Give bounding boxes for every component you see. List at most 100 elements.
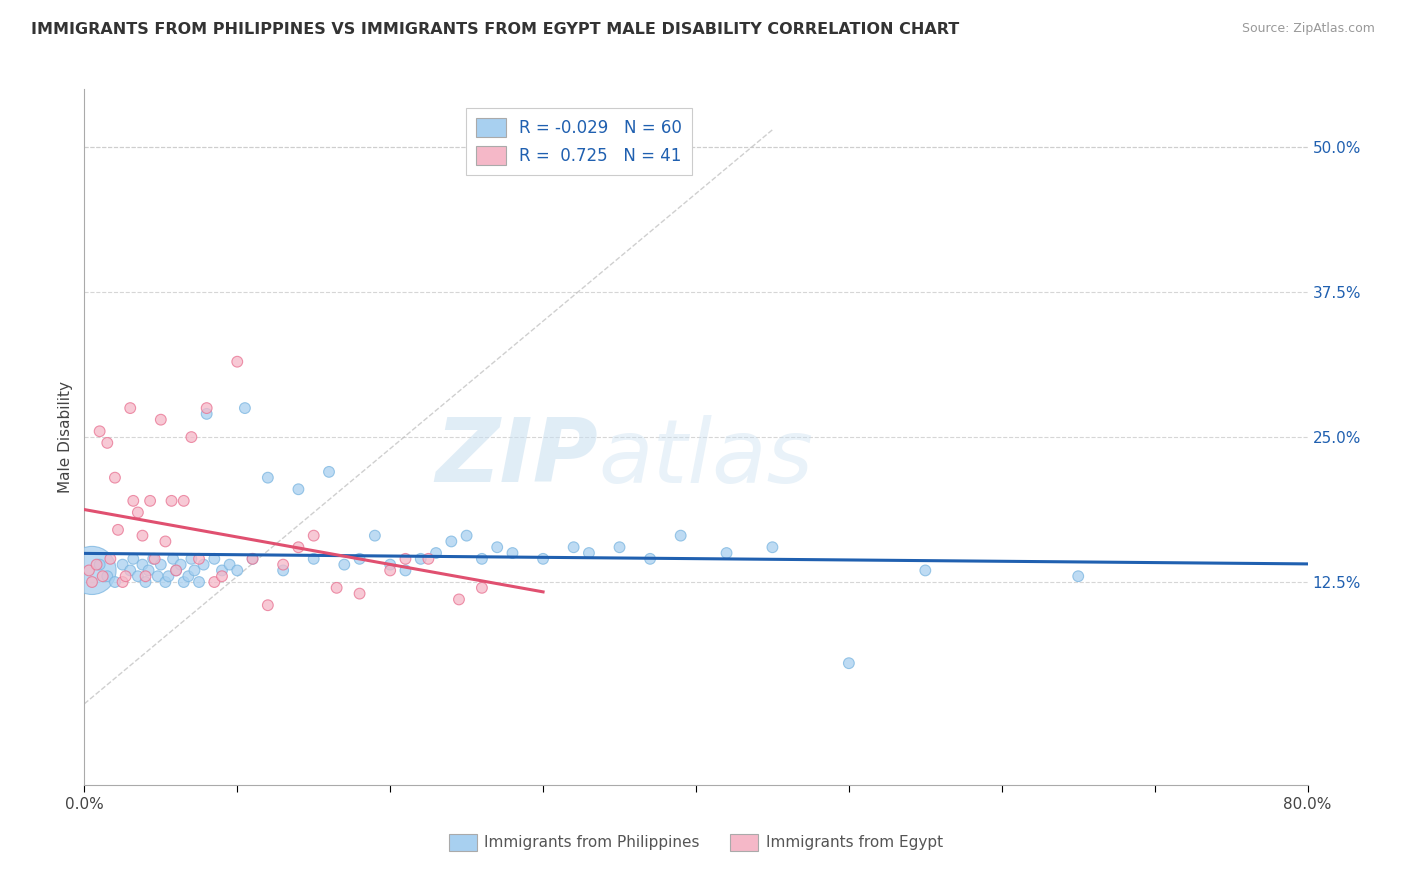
Point: [318, 465, 340, 479]
Point: [142, 551, 165, 566]
Point: [104, 470, 127, 484]
Point: [394, 551, 416, 566]
Point: [425, 546, 447, 560]
Point: [165, 564, 187, 578]
Point: [122, 551, 145, 566]
Point: [193, 558, 215, 572]
Point: [349, 551, 371, 566]
Point: [242, 551, 264, 566]
Point: [302, 551, 325, 566]
Point: [195, 407, 218, 421]
Point: [211, 564, 233, 578]
Point: [578, 546, 600, 560]
Point: [131, 558, 153, 572]
Point: [562, 540, 585, 554]
Point: [86, 558, 108, 572]
Point: [325, 581, 347, 595]
Point: [127, 505, 149, 519]
Point: [218, 558, 240, 572]
Point: [188, 574, 211, 589]
Point: [202, 551, 225, 566]
Point: [271, 558, 294, 572]
Point: [135, 574, 157, 589]
Point: [456, 528, 478, 542]
Point: [394, 564, 416, 578]
Point: [471, 551, 494, 566]
Point: [349, 587, 371, 601]
Point: [211, 569, 233, 583]
Point: [609, 540, 631, 554]
Y-axis label: Male Disability: Male Disability: [58, 381, 73, 493]
Point: [380, 564, 402, 578]
Point: [447, 592, 470, 607]
Point: [471, 581, 494, 595]
Point: [98, 551, 121, 566]
Point: [177, 569, 200, 583]
Point: [111, 558, 134, 572]
Point: [302, 528, 325, 542]
Point: [257, 470, 280, 484]
Point: [96, 435, 118, 450]
Point: [364, 528, 387, 542]
Point: [165, 564, 187, 578]
Point: [242, 551, 264, 566]
Point: [80, 564, 103, 578]
Point: [127, 569, 149, 583]
Point: [89, 425, 111, 439]
Point: [91, 569, 114, 583]
Point: [418, 551, 440, 566]
Point: [120, 564, 142, 578]
Point: [838, 657, 860, 671]
Point: [77, 564, 100, 578]
Point: [271, 564, 294, 578]
Point: [287, 540, 309, 554]
Point: [160, 493, 183, 508]
Legend: Immigrants from Philippines, Immigrants from Egypt: Immigrants from Philippines, Immigrants …: [443, 828, 949, 857]
Point: [195, 401, 218, 416]
Point: [122, 493, 145, 508]
Point: [440, 534, 463, 549]
Point: [1067, 569, 1090, 583]
Point: [233, 401, 256, 416]
Point: [155, 574, 177, 589]
Point: [188, 551, 211, 566]
Point: [155, 534, 177, 549]
Point: [409, 551, 432, 566]
Point: [107, 523, 129, 537]
Point: [149, 412, 172, 427]
Point: [333, 558, 356, 572]
Text: IMMIGRANTS FROM PHILIPPINES VS IMMIGRANTS FROM EGYPT MALE DISABILITY CORRELATION: IMMIGRANTS FROM PHILIPPINES VS IMMIGRANT…: [31, 22, 959, 37]
Point: [173, 493, 195, 508]
Point: [131, 528, 153, 542]
Point: [170, 558, 193, 572]
Point: [114, 569, 136, 583]
Point: [180, 430, 202, 444]
Point: [173, 574, 195, 589]
Point: [716, 546, 738, 560]
Point: [226, 564, 249, 578]
Point: [162, 551, 184, 566]
Text: Source: ZipAtlas.com: Source: ZipAtlas.com: [1241, 22, 1375, 36]
Point: [502, 546, 524, 560]
Point: [257, 598, 280, 612]
Point: [287, 482, 309, 496]
Point: [531, 551, 554, 566]
Point: [380, 558, 402, 572]
Text: atlas: atlas: [598, 415, 813, 501]
Point: [135, 569, 157, 583]
Point: [120, 401, 142, 416]
Point: [761, 540, 783, 554]
Point: [202, 574, 225, 589]
Point: [486, 540, 509, 554]
Point: [139, 493, 162, 508]
Point: [669, 528, 692, 542]
Point: [180, 551, 202, 566]
Point: [80, 574, 103, 589]
Point: [96, 569, 118, 583]
Point: [157, 569, 180, 583]
Point: [104, 574, 127, 589]
Point: [143, 551, 166, 566]
Point: [138, 564, 160, 578]
Point: [638, 551, 661, 566]
Point: [149, 558, 172, 572]
